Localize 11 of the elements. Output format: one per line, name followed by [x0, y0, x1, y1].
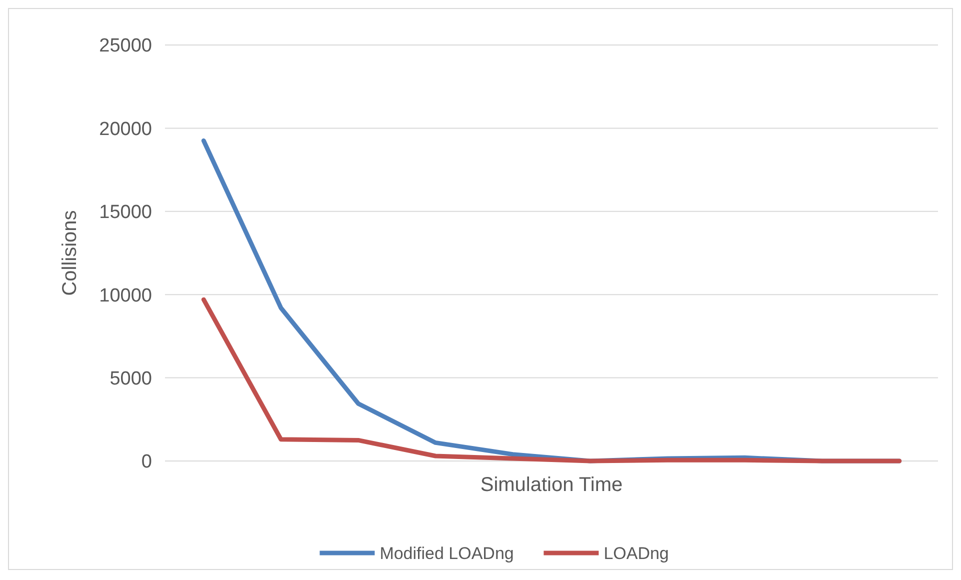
y-tick-label: 5000 [110, 368, 152, 390]
y-tick-label: 25000 [99, 36, 152, 57]
legend-label: Modified LOADng [380, 544, 514, 563]
x-axis-title: Simulation Time [480, 474, 623, 496]
y-axis-title: Collisions [59, 210, 81, 296]
line-series [201, 297, 902, 464]
y-tick-label: 15000 [99, 202, 152, 224]
y-tick-label: 20000 [99, 118, 152, 140]
legend-label: LOADng [604, 544, 669, 563]
y-tick-label: 10000 [99, 285, 152, 306]
y-tick-label: 0 [141, 452, 152, 473]
